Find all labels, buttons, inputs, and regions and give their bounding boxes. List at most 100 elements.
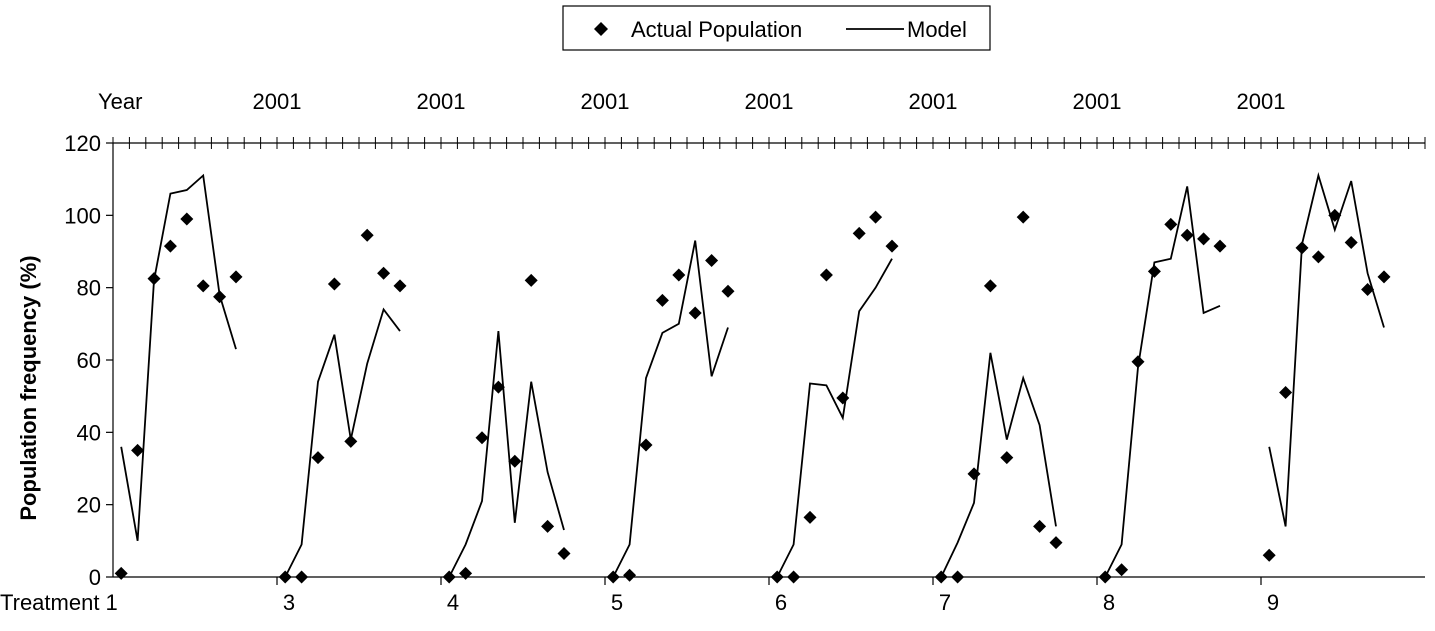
actual-population-point: [311, 451, 325, 465]
model-line-segment: [776, 258, 893, 578]
actual-population-point: [344, 434, 358, 448]
actual-population-point: [803, 510, 817, 524]
actual-population-point: [1295, 241, 1309, 255]
actual-population-point: [1131, 355, 1145, 369]
actual-population-point: [1213, 239, 1227, 253]
top-axis-title: Year: [98, 89, 142, 114]
model-line-segment: [1268, 172, 1385, 527]
actual-population-point: [934, 570, 948, 584]
top-axis-ticks: 2001 2001 2001 2001 2001 2001 2001: [112, 89, 1426, 149]
actual-population-point: [787, 570, 801, 584]
actual-population-point: [1197, 232, 1211, 246]
top-tick-label: 2001: [417, 89, 466, 114]
actual-population-point: [967, 467, 981, 481]
actual-population-point: [655, 293, 669, 307]
actual-population-point: [770, 570, 784, 584]
actual-population-point: [295, 570, 309, 584]
actual-population-series: [114, 208, 1391, 584]
actual-population-point: [672, 268, 686, 282]
actual-population-point: [491, 380, 505, 394]
actual-population-point: [393, 279, 407, 293]
actual-population-point: [131, 443, 145, 457]
actual-population-point: [163, 239, 177, 253]
actual-population-point: [1164, 217, 1178, 231]
actual-population-point: [360, 228, 374, 242]
actual-population-point: [114, 566, 128, 580]
actual-population-point: [213, 290, 227, 304]
actual-population-point: [1311, 250, 1325, 264]
actual-population-point: [721, 284, 735, 298]
actual-population-point: [180, 212, 194, 226]
actual-population-point: [623, 568, 637, 582]
y-tick-label: 120: [64, 131, 101, 156]
top-tick-label: 2001: [1237, 89, 1286, 114]
actual-population-point: [951, 570, 965, 584]
model-line-segment: [612, 240, 729, 578]
bottom-tick-label: 4: [447, 590, 459, 615]
actual-population-point: [1098, 570, 1112, 584]
bottom-tick-label: 3: [283, 590, 295, 615]
bottom-tick-label: 5: [611, 590, 623, 615]
axes: [112, 142, 1425, 578]
actual-population-point: [459, 566, 473, 580]
model-line-segment: [940, 352, 1057, 578]
actual-population-point: [1377, 270, 1391, 284]
bottom-tick-label: 7: [939, 590, 951, 615]
actual-population-point: [1033, 519, 1047, 533]
y-tick-label: 80: [77, 276, 101, 301]
actual-population-point: [1115, 563, 1129, 577]
actual-population-point: [1000, 451, 1014, 465]
actual-population-point: [1361, 282, 1375, 296]
top-tick-label: 2001: [909, 89, 958, 114]
bottom-tick-label: 8: [1103, 590, 1115, 615]
y-tick-label: 60: [77, 348, 101, 373]
bottom-axis-ticks: Treatment 1 3 4 5 6 7 8 9: [0, 577, 1279, 615]
actual-population-point: [852, 226, 866, 240]
actual-population-point: [475, 431, 489, 445]
bottom-tick-label: 6: [775, 590, 787, 615]
top-tick-label: 2001: [1073, 89, 1122, 114]
actual-population-point: [869, 210, 883, 224]
actual-population-point: [196, 279, 210, 293]
actual-population-point: [836, 391, 850, 405]
actual-population-point: [1344, 235, 1358, 249]
actual-population-point: [1279, 386, 1293, 400]
actual-population-point: [983, 279, 997, 293]
actual-population-point: [1328, 208, 1342, 222]
actual-population-point: [442, 570, 456, 584]
actual-population-point: [524, 273, 538, 287]
actual-population-point: [327, 277, 341, 291]
legend-label-actual: Actual Population: [631, 17, 802, 42]
model-series: [120, 172, 1385, 578]
actual-population-point: [1049, 536, 1063, 550]
actual-population-point: [885, 239, 899, 253]
actual-population-point: [541, 519, 555, 533]
actual-population-point: [1180, 228, 1194, 242]
legend-marker-icon: [594, 22, 608, 36]
actual-population-point: [1016, 210, 1030, 224]
top-tick-label: 2001: [253, 89, 302, 114]
bottom-tick-label: Treatment 1: [0, 590, 118, 615]
actual-population-point: [229, 270, 243, 284]
actual-population-point: [278, 570, 292, 584]
y-tick-label: 100: [64, 203, 101, 228]
actual-population-point: [639, 438, 653, 452]
top-tick-label: 2001: [581, 89, 630, 114]
actual-population-point: [1262, 548, 1276, 562]
model-line-segment: [284, 307, 401, 578]
actual-population-point: [606, 570, 620, 584]
legend: Actual Population Model: [562, 5, 991, 51]
actual-population-point: [557, 546, 571, 560]
actual-population-point: [377, 266, 391, 280]
actual-population-point: [819, 268, 833, 282]
actual-population-point: [1147, 264, 1161, 278]
model-line-segment: [120, 173, 237, 541]
top-tick-label: 2001: [745, 89, 794, 114]
model-line-segment: [448, 331, 565, 578]
y-tick-label: 0: [89, 565, 101, 590]
actual-population-point: [508, 454, 522, 468]
legend-box: [562, 5, 991, 51]
legend-label-model: Model: [907, 17, 967, 42]
y-axis-ticks: 0 20 40 60 80 100 120: [64, 131, 113, 590]
